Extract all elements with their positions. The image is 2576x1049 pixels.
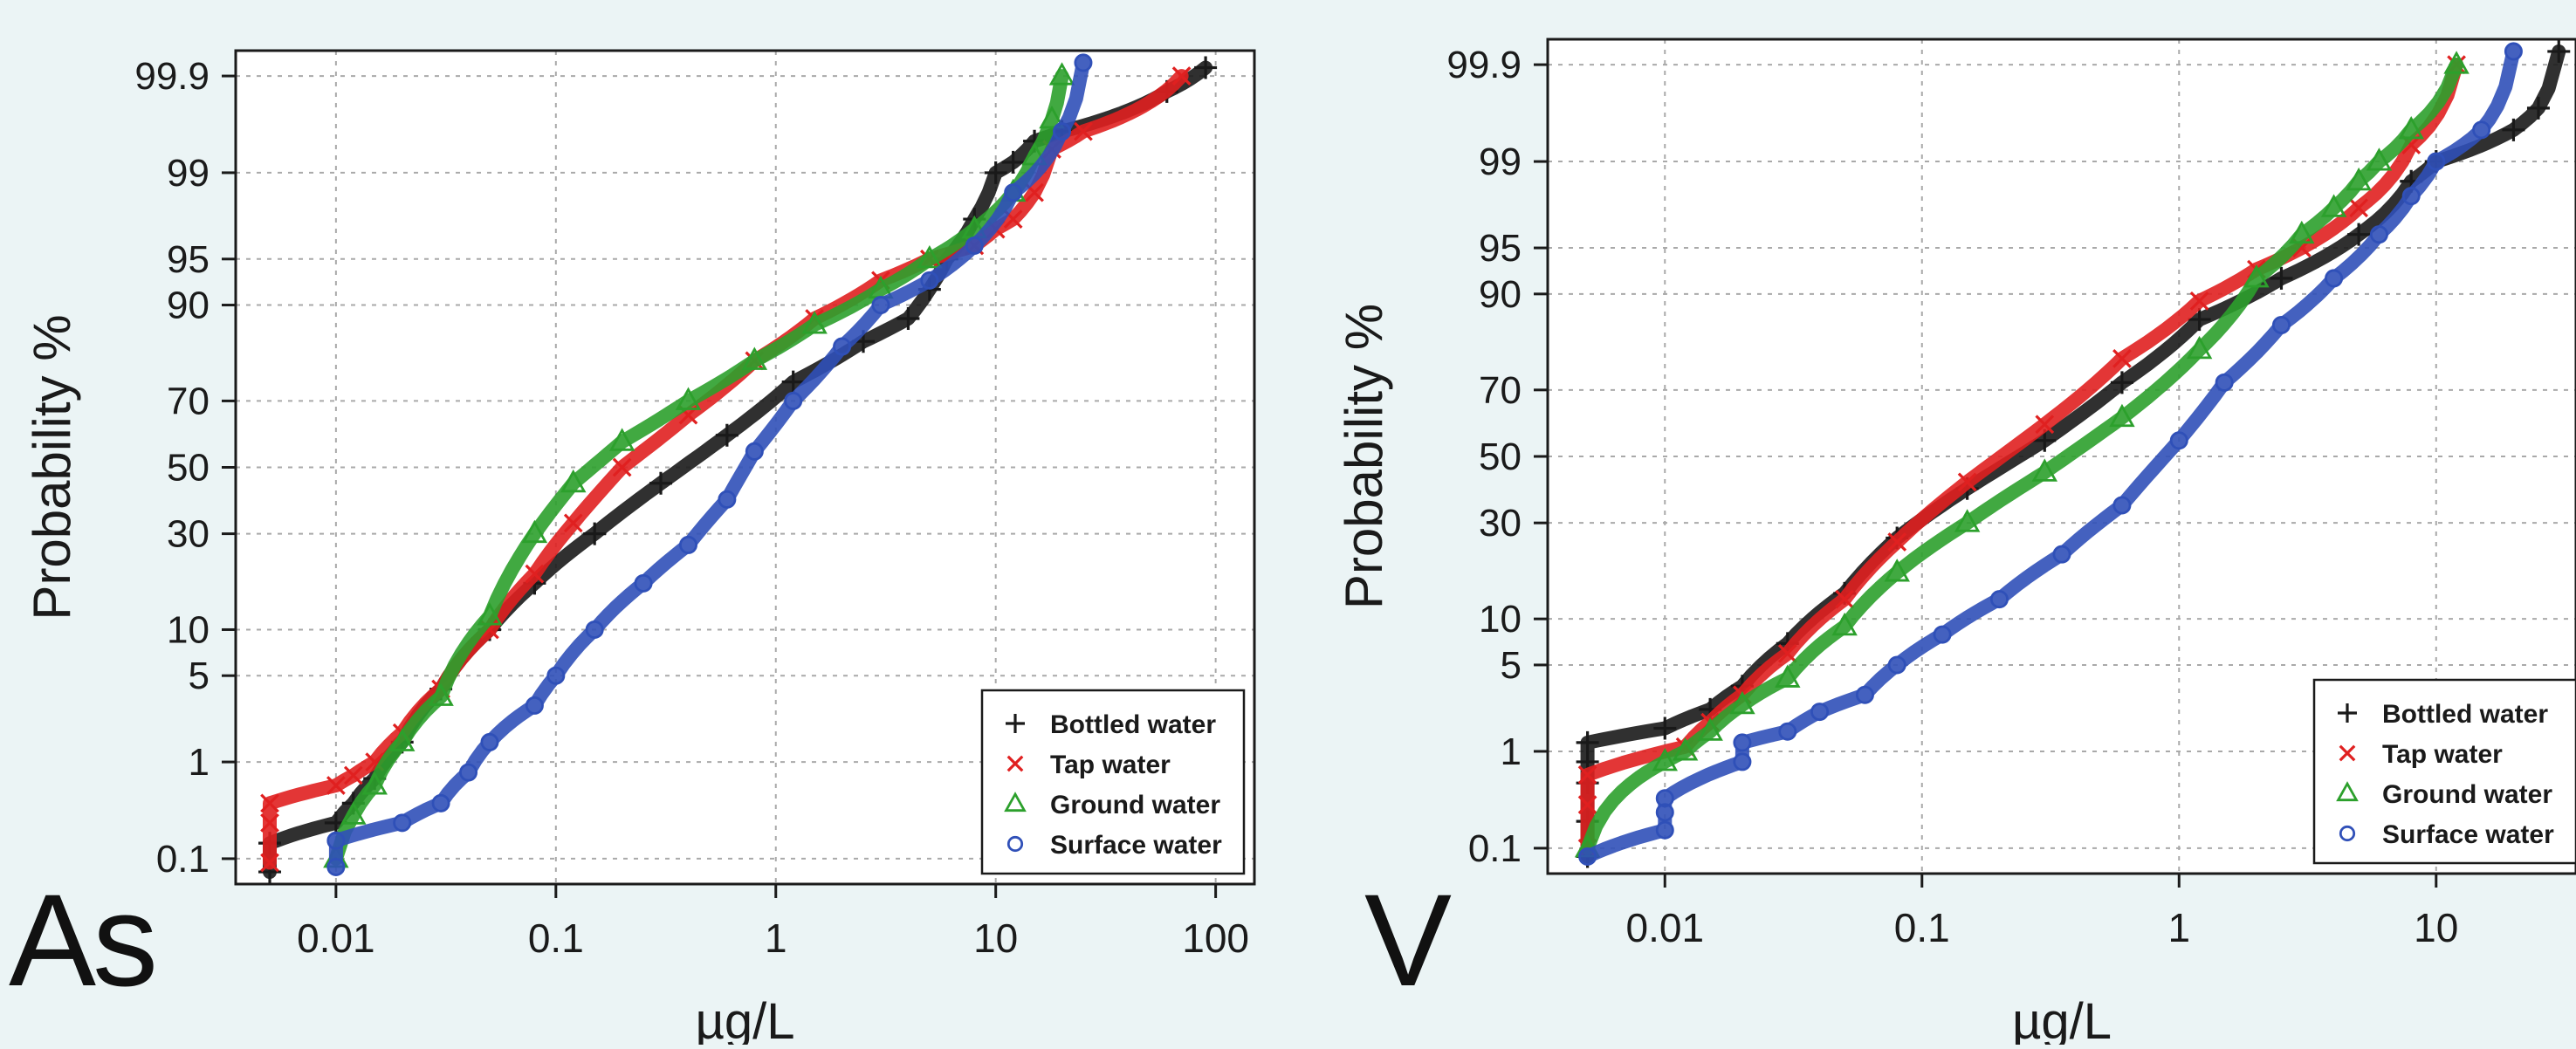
series-2 xyxy=(1574,51,2470,858)
legend: Bottled water Tap water Ground water Surfac… xyxy=(2312,678,2576,865)
legend-entry: Bottled water xyxy=(2382,700,2548,729)
legend-marker xyxy=(2338,703,2357,723)
y-tick-label: 90 xyxy=(1479,273,1522,316)
panel-v: 0.01 0.1 1 100.1151030507090959999.9µg/LPro… xyxy=(1335,38,2576,1049)
y-tick-label: 30 xyxy=(167,513,210,556)
legend: Bottled water Tap water Ground water Surfac… xyxy=(980,689,1246,875)
legend-marker xyxy=(2339,744,2356,762)
series-1 xyxy=(260,66,1192,873)
x-tick-label: 10 xyxy=(2414,905,2458,950)
series-trace xyxy=(1580,58,2464,855)
legend-marker xyxy=(1006,835,1024,853)
legend-marker xyxy=(1006,714,1025,733)
series-trace xyxy=(1580,44,2521,864)
y-tick-label: 0.1 xyxy=(1468,827,1522,870)
panel-as: 0.01 0.1 1 10 1000.1151030507090959999.9µg/L… xyxy=(23,49,1256,1049)
series-3 xyxy=(1578,42,2523,866)
legend-marker xyxy=(2339,825,2356,842)
y-tick-label: 99 xyxy=(1479,141,1522,183)
legend-entry: Tap water xyxy=(2382,740,2503,769)
x-tick-label: 0.01 xyxy=(1626,905,1705,950)
x-tick-label: 0.1 xyxy=(528,915,584,961)
series-trace xyxy=(328,55,1090,874)
y-tick-label: 99 xyxy=(167,152,210,195)
y-tick-label: 10 xyxy=(1479,598,1522,641)
legend-entry: Tap water xyxy=(1050,751,1171,779)
y-tick-label: 70 xyxy=(1479,369,1522,412)
y-tick-label: 50 xyxy=(1479,435,1522,478)
x-tick-label: 1 xyxy=(2167,905,2190,950)
y-tick-label: 99.9 xyxy=(134,55,210,98)
series-trace xyxy=(1580,44,2566,864)
x-axis-label: µg/L xyxy=(2012,993,2112,1045)
y-tick-label: 1 xyxy=(189,741,210,784)
x-axis-label: µg/L xyxy=(695,993,794,1045)
x-tick-label: 100 xyxy=(1182,915,1249,961)
y-tick-label: 5 xyxy=(189,655,210,697)
y-axis-label: Probability % xyxy=(1335,304,1393,609)
legend-entry: Bottled water xyxy=(1050,710,1216,739)
series-2 xyxy=(323,62,1075,868)
y-tick-label: 0.1 xyxy=(156,838,210,881)
y-tick-label: 30 xyxy=(1479,502,1522,545)
legend-entry: Surface water xyxy=(2382,820,2554,849)
y-tick-label: 5 xyxy=(1501,644,1522,687)
x-tick-label: 1 xyxy=(765,915,787,961)
y-tick-label: 95 xyxy=(167,238,210,281)
y-tick-label: 90 xyxy=(167,285,210,327)
y-tick-label: 99.9 xyxy=(1446,44,1522,86)
x-tick-label: 0.01 xyxy=(297,915,375,961)
legend-box xyxy=(2312,678,2576,865)
legend-entry: Ground water xyxy=(1050,791,1220,819)
series-trace xyxy=(328,69,1069,866)
y-tick-label: 50 xyxy=(167,447,210,490)
panel-letter-as: As xyxy=(9,867,158,1013)
legend-marker xyxy=(2336,781,2359,802)
series-trace xyxy=(263,69,1189,870)
legend-entry: Surface water xyxy=(1050,831,1222,860)
legend-marker xyxy=(1006,755,1024,772)
x-tick-label: 10 xyxy=(973,915,1018,961)
y-tick-label: 95 xyxy=(1479,227,1522,270)
legend-box xyxy=(980,689,1246,875)
legend-entry: Ground water xyxy=(2382,780,2552,809)
series-3 xyxy=(326,53,1093,876)
legend-marker xyxy=(1004,792,1027,812)
panel-letter-v: V xyxy=(1364,867,1452,1013)
y-tick-label: 70 xyxy=(167,380,210,422)
x-tick-label: 0.1 xyxy=(1894,905,1950,950)
y-tick-label: 10 xyxy=(167,608,210,651)
y-axis-label: Probability % xyxy=(23,314,81,620)
y-tick-label: 1 xyxy=(1501,730,1522,773)
